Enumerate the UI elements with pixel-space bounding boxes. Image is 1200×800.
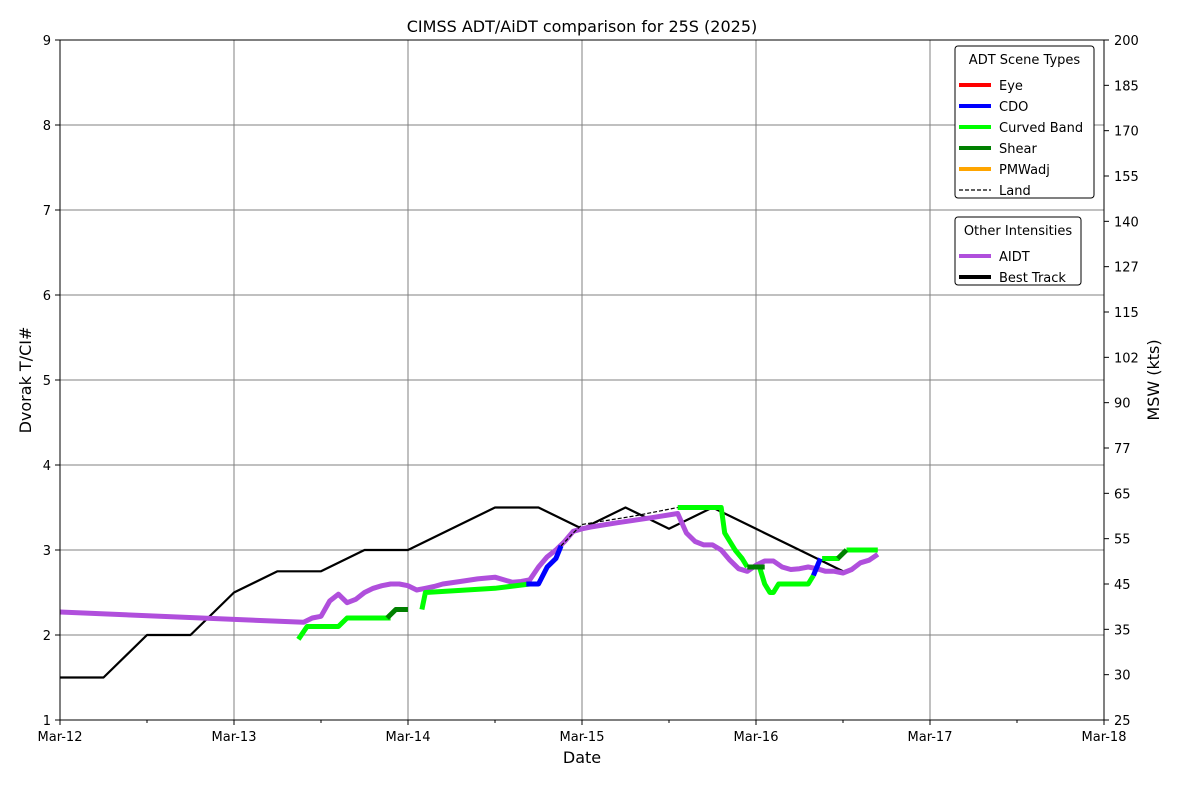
series-line-curved-band (419, 581, 531, 611)
x-tick-label: Mar-18 (1082, 730, 1127, 745)
y-right-tick-label: 185 (1114, 79, 1139, 94)
y-right-tick-label: 155 (1114, 170, 1139, 185)
y-right-tick-label: 140 (1114, 215, 1139, 230)
legend-title: ADT Scene Types (969, 53, 1081, 68)
y-right-tick-label: 170 (1114, 125, 1139, 140)
y-tick-label: 3 (43, 544, 51, 559)
y-right-tick-label: 55 (1114, 533, 1131, 548)
series-line-curved-band (296, 615, 391, 641)
x-tick-label: Mar-14 (386, 730, 431, 745)
y-tick-label: 6 (43, 289, 51, 304)
y-axis-label: Dvorak T/CI# (16, 327, 35, 434)
y-right-tick-label: 200 (1114, 34, 1139, 49)
axes: Mar-12 Mar-13 Mar-14 Mar-15 Mar-16 Mar-17 Mar-… (38, 34, 1139, 745)
legend-label-eye: Eye (999, 79, 1023, 94)
legend-label-best-track: Best Track (999, 271, 1066, 286)
legend-box (954, 216, 1082, 286)
y-right-tick-label: 77 (1114, 442, 1131, 457)
y-tick-label: 5 (43, 374, 51, 389)
x-tick-label: Mar-12 (38, 730, 83, 745)
grid (60, 40, 1104, 720)
y-tick-label: 8 (43, 119, 51, 134)
y-right-tick-label: 102 (1114, 351, 1139, 366)
legend-title: Other Intensities (964, 224, 1073, 239)
x-tick-label: Mar-13 (212, 730, 257, 745)
series-line-shear (836, 548, 849, 561)
series-line-shear (385, 607, 408, 620)
y-right-tick-label: 25 (1114, 714, 1131, 729)
series-line-aidt (59, 511, 880, 625)
y-right-tick-label: 45 (1114, 578, 1131, 593)
chart-title: CIMSS ADT/AiDT comparison for 25S (2025) (407, 17, 758, 36)
x-tick-label: Mar-17 (908, 730, 953, 745)
series-line-curved-band (677, 505, 750, 569)
legend-label-pmwadj: PMWadj (999, 163, 1050, 178)
y-tick-label: 9 (43, 34, 51, 49)
legend-label-cdo: CDO (999, 100, 1028, 115)
legend-label-land: Land (999, 184, 1031, 199)
y-right-tick-label: 115 (1114, 306, 1139, 321)
y-axis-label-right: MSW (kts) (1144, 339, 1163, 420)
y-tick-label: 7 (43, 204, 51, 219)
x-axis-label: Date (563, 748, 601, 767)
legends: ADT Scene Types Eye CDO Curved Band Shear PMW… (954, 45, 1095, 286)
series-line-cdo (811, 557, 823, 577)
series-line-curved-band (757, 566, 816, 595)
y-tick-label: 2 (43, 629, 51, 644)
plot-area (59, 505, 880, 679)
y-tick-label: 1 (43, 714, 51, 729)
y-right-tick-label: 30 (1114, 669, 1131, 684)
series-line-cdo (526, 544, 564, 587)
legend-label-aidt: AIDT (999, 250, 1030, 265)
x-tick-label: Mar-16 (734, 730, 779, 745)
y-right-tick-label: 65 (1114, 487, 1131, 502)
y-tick-label: 4 (43, 459, 51, 474)
x-tick-label: Mar-15 (560, 730, 605, 745)
legend-label-shear: Shear (999, 142, 1037, 157)
y-right-tick-label: 90 (1114, 397, 1131, 412)
series-line-land (560, 506, 678, 547)
legend-label-curved-band: Curved Band (999, 121, 1083, 136)
y-right-tick-label: 127 (1114, 261, 1139, 276)
y-right-tick-label: 35 (1114, 623, 1131, 638)
